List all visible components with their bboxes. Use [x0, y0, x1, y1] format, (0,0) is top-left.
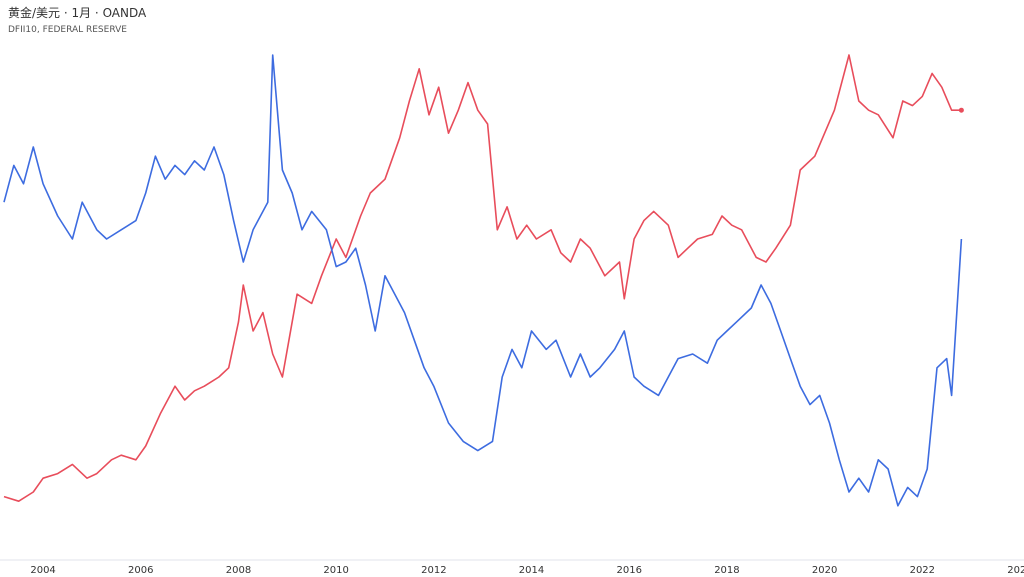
series-title-gold: 黄金/美元 · 1月 · OANDA	[8, 6, 147, 20]
x-tick-label: 2024	[1007, 565, 1024, 576]
x-axis: 2004 2006 2008 2010 2012 2014 2016 2018 2020 2022…	[0, 559, 1024, 576]
series-line-1	[3, 54, 963, 507]
series-title-dfii10: DFII10, FEDERAL RESERVE	[8, 25, 127, 35]
x-tick-label: 2014	[519, 565, 544, 576]
x-tick-label: 2020	[812, 565, 837, 576]
x-tick-label: 2016	[617, 565, 642, 576]
chart-legend: 黄金/美元 · 1月 · OANDA DFII10, FEDERAL RESER…	[8, 6, 146, 36]
x-tick-label: 2006	[128, 565, 153, 576]
x-tick-label: 2004	[30, 565, 55, 576]
x-tick-label: 2018	[714, 565, 739, 576]
series-line-0	[3, 54, 962, 502]
series-layer	[3, 54, 964, 507]
x-tick-label: 2022	[910, 565, 935, 576]
x-tick-label: 2010	[323, 565, 348, 576]
x-tick-label: 2012	[421, 565, 446, 576]
x-tick-label: 2008	[226, 565, 251, 576]
series-end-marker	[958, 107, 964, 113]
